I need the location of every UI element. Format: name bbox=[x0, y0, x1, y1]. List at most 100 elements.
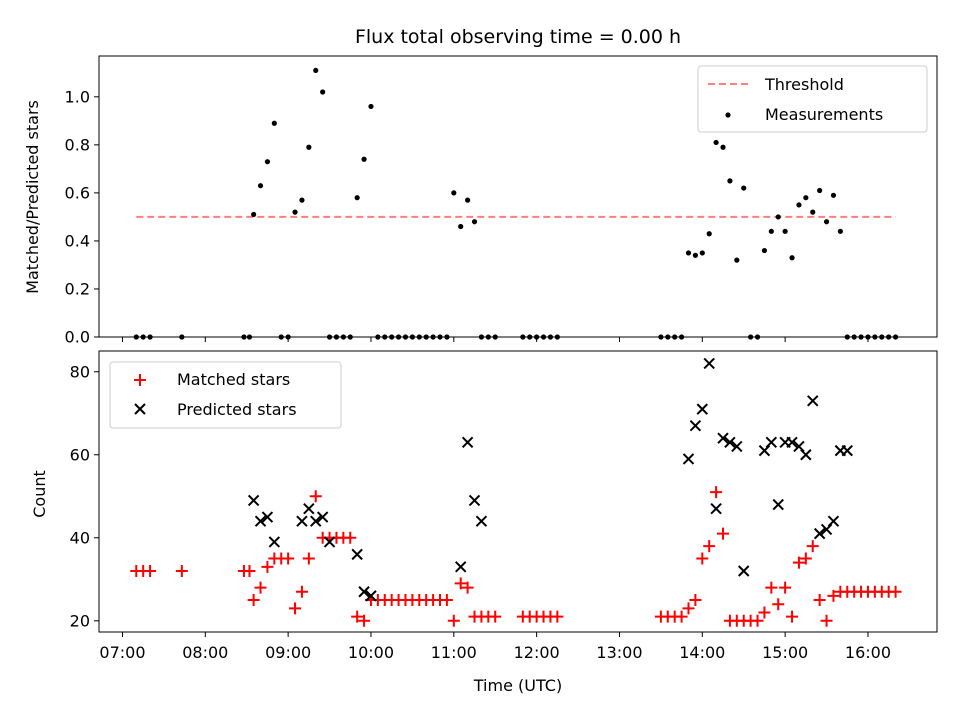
measurement-point bbox=[768, 228, 774, 234]
x-tick-label: 13:00 bbox=[596, 643, 642, 662]
matched-star-marker bbox=[799, 552, 812, 565]
predicted-star-marker bbox=[303, 503, 315, 515]
predicted-star-marker bbox=[731, 440, 743, 453]
measurement-point bbox=[692, 252, 699, 258]
x-tick-label: 15:00 bbox=[762, 643, 808, 662]
bottom-y-tick-label: 80 bbox=[70, 362, 90, 381]
predicted-star-marker bbox=[807, 395, 819, 407]
predicted-star-marker bbox=[296, 515, 308, 527]
top-y-tick-label: 0.2 bbox=[65, 279, 90, 298]
matched-star-marker bbox=[689, 594, 702, 607]
predicted-star-marker bbox=[682, 453, 695, 465]
x-tick-label: 12:00 bbox=[514, 643, 560, 662]
matched-legend-label: Matched stars bbox=[177, 370, 290, 389]
bottom-y-ticks: 20 40 60 80 bbox=[70, 362, 99, 630]
measurement-point bbox=[789, 255, 795, 261]
measurement-point bbox=[320, 89, 326, 95]
predicted-star-marker bbox=[772, 498, 784, 511]
measurement-point bbox=[292, 209, 298, 215]
predicted-star-marker bbox=[724, 436, 736, 449]
predicted-star-marker bbox=[316, 511, 329, 523]
measurement-point bbox=[713, 139, 719, 146]
predicted-star-marker bbox=[703, 357, 715, 370]
predicted-star-marker bbox=[696, 403, 709, 415]
measurements-legend-swatch bbox=[725, 112, 731, 118]
x-tick-label: 14:00 bbox=[679, 643, 725, 662]
matched-star-marker bbox=[282, 552, 295, 565]
matched-star-marker bbox=[696, 552, 709, 565]
predicted-star-marker bbox=[268, 536, 281, 548]
predicted-star-marker bbox=[475, 515, 488, 527]
matched-star-marker bbox=[289, 602, 302, 615]
matched-star-marker bbox=[351, 610, 364, 623]
matched-star-marker bbox=[144, 564, 157, 577]
measurement-point bbox=[720, 144, 726, 150]
top-y-tick-label: 0.0 bbox=[65, 328, 90, 347]
top-y-tick-label: 0.4 bbox=[65, 231, 90, 250]
measurement-point bbox=[741, 185, 747, 191]
measurement-point bbox=[264, 159, 271, 165]
matched-legend-swatch bbox=[134, 374, 146, 386]
measurement-point bbox=[775, 214, 781, 220]
matched-star-marker bbox=[254, 581, 267, 594]
matched-star-marker bbox=[827, 589, 840, 602]
top-x-ticks bbox=[121, 337, 869, 342]
measurement-point bbox=[458, 223, 464, 230]
predicted-star-marker bbox=[765, 436, 778, 449]
matched-star-marker bbox=[820, 614, 833, 627]
measurement-point bbox=[299, 197, 305, 203]
predicted-star-marker bbox=[261, 511, 274, 523]
matched-star-marker bbox=[551, 610, 564, 623]
bottom-panel: 20 40 60 80 07:00 08:00 09:00 10:00 11:00 12:00 1… bbox=[30, 350, 938, 695]
matched-star-marker bbox=[792, 556, 805, 569]
predicted-star-marker bbox=[247, 494, 260, 507]
measurement-point bbox=[796, 202, 802, 208]
predicted-star-marker bbox=[717, 432, 729, 444]
bottom-axes-frame bbox=[98, 350, 938, 633]
top-y-axis-label: Matched/Predicted stars bbox=[23, 100, 42, 294]
x-tick-label: 09:00 bbox=[265, 643, 311, 662]
top-axes-frame bbox=[98, 55, 938, 338]
measurement-point bbox=[306, 144, 312, 150]
matched-star-marker bbox=[813, 594, 826, 607]
matched-star-marker bbox=[309, 490, 322, 503]
matched-star-marker bbox=[710, 486, 723, 499]
measurement-point bbox=[817, 187, 823, 194]
x-axis-label: Time (UTC) bbox=[473, 676, 562, 695]
matched-star-marker bbox=[489, 610, 502, 623]
measurement-point bbox=[761, 247, 768, 254]
measurement-point bbox=[830, 192, 837, 198]
bottom-x-ticks: 07:00 08:00 09:00 10:00 11:00 12:00 13:00 14:00… bbox=[99, 632, 891, 662]
predicted-star-marker bbox=[323, 536, 336, 548]
predicted-star-marker bbox=[800, 449, 812, 461]
matched-star-marker bbox=[461, 581, 474, 594]
matched-star-marker bbox=[175, 564, 188, 577]
measurement-point bbox=[685, 250, 692, 256]
top-y-tick-label: 1.0 bbox=[65, 87, 90, 106]
predicted-star-marker bbox=[365, 590, 377, 602]
matched-star-marker bbox=[358, 614, 371, 627]
matched-star-marker bbox=[447, 614, 460, 627]
predicted-star-marker bbox=[813, 527, 826, 540]
matched-star-marker bbox=[675, 610, 688, 623]
matched-star-marker bbox=[344, 531, 357, 544]
top-y-ticks: 0.0 0.2 0.4 0.6 0.8 1.0 bbox=[65, 87, 99, 347]
predicted-legend-swatch bbox=[134, 403, 146, 415]
predicted-star-marker bbox=[689, 420, 702, 432]
matched-star-marker bbox=[758, 606, 771, 619]
bottom-legend: Matched stars Predicted stars bbox=[109, 361, 342, 429]
matched-star-marker bbox=[682, 602, 695, 615]
top-y-tick-label: 0.6 bbox=[65, 183, 90, 202]
measurement-point bbox=[734, 257, 740, 263]
matched-star-marker bbox=[765, 581, 778, 594]
top-y-tick-label: 0.8 bbox=[65, 135, 90, 154]
matched-star-marker bbox=[295, 585, 308, 598]
matched-star-marker bbox=[454, 577, 467, 590]
measurement-point bbox=[361, 156, 367, 162]
top-chart-title: Flux total observing time = 0.00 h bbox=[355, 26, 681, 48]
predicted-star-marker bbox=[454, 561, 467, 573]
top-legend: Threshold Measurements bbox=[697, 65, 928, 133]
measurement-point bbox=[706, 231, 712, 237]
predicted-star-marker bbox=[468, 494, 481, 507]
